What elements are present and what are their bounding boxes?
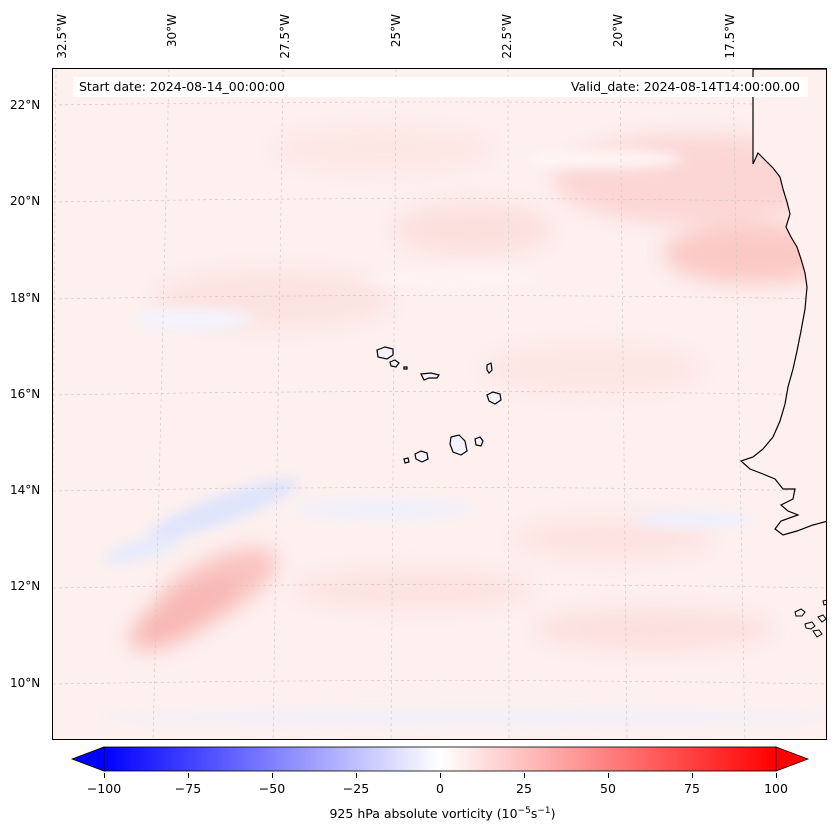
lat-label-16n: 16°N bbox=[10, 387, 41, 401]
colorbar bbox=[70, 746, 810, 772]
lon-label-22-5w: 22.5°W bbox=[500, 14, 514, 59]
lon-label-20w: 20°W bbox=[611, 14, 625, 48]
cb-tick bbox=[524, 773, 525, 778]
lon-label-27-5w: 27.5°W bbox=[278, 14, 292, 59]
island-brava bbox=[403, 457, 410, 464]
island-sal bbox=[486, 362, 493, 374]
island-maio bbox=[474, 436, 484, 447]
colorbar-svg bbox=[70, 746, 810, 772]
island-boa-vista bbox=[486, 391, 502, 405]
colorbar-gradient bbox=[103, 746, 777, 772]
map-canvas bbox=[53, 69, 826, 739]
date-info-bar bbox=[73, 77, 808, 97]
island-fogo bbox=[414, 450, 429, 463]
valid-date-text: Valid_date: 2024-08-14T14:00:00.00 bbox=[570, 79, 800, 94]
cb-tick bbox=[104, 773, 105, 778]
cb-tick-label-25: 25 bbox=[516, 781, 532, 796]
west-africa-coastline bbox=[739, 69, 826, 536]
vorticity-map[interactable]: Start date: 2024-08-14_00:00:00 Valid_da… bbox=[52, 68, 827, 740]
cb-tick-label-neg75: −75 bbox=[174, 781, 202, 796]
lat-label-12n: 12°N bbox=[10, 579, 41, 593]
cb-tick-label-50: 50 bbox=[600, 781, 616, 796]
lat-label-18n: 18°N bbox=[10, 291, 41, 305]
cb-tick-label-0: 0 bbox=[436, 781, 444, 796]
lat-label-10n: 10°N bbox=[10, 676, 41, 690]
island-sao-vicente bbox=[389, 359, 400, 368]
cb-tick-label-neg100: −100 bbox=[86, 781, 122, 796]
cb-tick bbox=[692, 773, 693, 778]
island-sao-nicolau bbox=[420, 372, 440, 381]
island-santo-antao bbox=[376, 346, 394, 360]
cb-tick bbox=[608, 773, 609, 778]
graticule bbox=[53, 69, 826, 739]
island-santa-luzia bbox=[403, 366, 408, 370]
bissagos-islands bbox=[794, 599, 826, 638]
cb-tick bbox=[356, 773, 357, 778]
cb-tick bbox=[776, 773, 777, 778]
start-date-text: Start date: 2024-08-14_00:00:00 bbox=[79, 79, 285, 94]
lat-label-14n: 14°N bbox=[10, 483, 41, 497]
cb-tick bbox=[272, 773, 273, 778]
cb-tick-label-75: 75 bbox=[684, 781, 700, 796]
colorbar-label: 925 hPa absolute vorticity (10−5s−1) bbox=[329, 806, 556, 822]
cb-tick bbox=[440, 773, 441, 778]
vorticity-negative-regions bbox=[103, 149, 826, 723]
lat-label-22n: 22°N bbox=[10, 98, 41, 112]
cape-verde-islands bbox=[376, 346, 502, 464]
cb-tick-label-neg50: −50 bbox=[258, 781, 286, 796]
lon-label-17-5w: 17.5°W bbox=[723, 14, 737, 59]
cb-tick-label-100: 100 bbox=[764, 781, 788, 796]
cb-tick bbox=[188, 773, 189, 778]
lon-label-32-5w: 32.5°W bbox=[55, 14, 69, 59]
lon-label-25w: 25°W bbox=[389, 14, 403, 48]
lon-label-30w: 30°W bbox=[165, 14, 179, 48]
cb-tick-label-neg25: −25 bbox=[342, 781, 370, 796]
colorbar-high-extend bbox=[775, 746, 810, 772]
lat-label-20n: 20°N bbox=[10, 194, 41, 208]
island-santiago bbox=[449, 434, 468, 456]
vorticity-positive-regions bbox=[129, 127, 826, 651]
colorbar-low-extend bbox=[70, 746, 105, 772]
